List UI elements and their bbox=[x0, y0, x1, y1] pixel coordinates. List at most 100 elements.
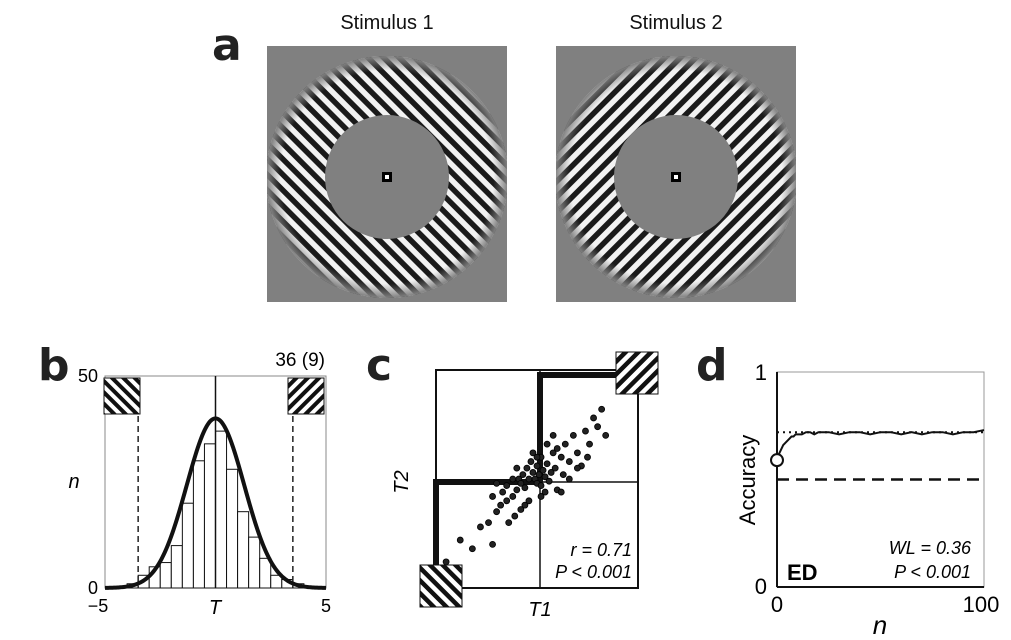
histogram-bar bbox=[159, 562, 172, 589]
scatter-point bbox=[513, 464, 521, 472]
panel-d-ytick-0: 0 bbox=[755, 574, 767, 599]
panel-d-ytick-1: 1 bbox=[755, 360, 767, 385]
panel-b-annotation: 36 (9) bbox=[275, 350, 325, 371]
scatter-point bbox=[525, 497, 533, 505]
panel-d-start-point bbox=[770, 453, 784, 468]
panel-d-xtick-0: 0 bbox=[771, 592, 783, 617]
scatter-point bbox=[509, 493, 517, 500]
panel-label-c: c bbox=[366, 340, 393, 391]
panel-label-a: a bbox=[212, 20, 242, 71]
scatter-point bbox=[503, 497, 511, 505]
scatter-point bbox=[543, 460, 551, 468]
scatter-point bbox=[456, 536, 464, 544]
histogram-bar bbox=[170, 545, 183, 589]
panel-c-ylabel: T2 bbox=[391, 470, 413, 493]
histogram-bar bbox=[237, 511, 250, 589]
scatter-point bbox=[511, 512, 519, 520]
panel-c-annotation-r: r = 0.71 bbox=[570, 540, 632, 560]
scatter-point bbox=[541, 473, 549, 481]
panel-c-chart: r = 0.71 P < 0.001 T1 T2 bbox=[391, 351, 659, 621]
scatter-point bbox=[539, 466, 547, 474]
panel-c-top-right-grating-icon bbox=[615, 351, 659, 395]
scatter-point bbox=[594, 423, 602, 431]
scatter-point bbox=[513, 486, 521, 494]
scatter-point bbox=[565, 475, 573, 483]
histogram-bar bbox=[248, 536, 261, 589]
scatter-point bbox=[497, 501, 505, 509]
scatter-point bbox=[569, 432, 577, 439]
scatter-point bbox=[442, 558, 450, 566]
scatter-point bbox=[519, 471, 527, 479]
scatter-point bbox=[602, 432, 610, 439]
panel-d-ylabel: Accuracy bbox=[735, 435, 760, 525]
histogram-bar bbox=[215, 430, 228, 589]
scatter-point bbox=[553, 445, 561, 452]
histogram-bar bbox=[226, 468, 239, 589]
scatter-point bbox=[521, 484, 529, 492]
scatter-point bbox=[485, 519, 492, 527]
histogram-bar bbox=[203, 443, 216, 589]
panel-d-accuracy-curve bbox=[776, 429, 985, 461]
scatter-point bbox=[549, 449, 557, 457]
panel-d-subject-label: ED bbox=[787, 560, 818, 585]
scatter-point bbox=[503, 482, 511, 489]
scatter-point bbox=[517, 479, 525, 487]
histogram-bar bbox=[181, 502, 194, 589]
scatter-point bbox=[537, 482, 545, 489]
panel-c-thick-border bbox=[433, 372, 638, 588]
scatter-point bbox=[535, 471, 543, 479]
scatter-point bbox=[477, 523, 484, 531]
scatter-point bbox=[533, 453, 541, 461]
scatter-point bbox=[533, 462, 541, 470]
scatter-point bbox=[557, 453, 565, 461]
panel-c-annotation-p: P < 0.001 bbox=[555, 562, 632, 582]
panel-b-ylabel: n bbox=[68, 471, 79, 493]
stimulus-1-image bbox=[267, 46, 507, 302]
scatter-point bbox=[521, 501, 529, 509]
stimulus-2-title: Stimulus 2 bbox=[629, 12, 723, 34]
panel-d-xlabel: n bbox=[873, 610, 887, 635]
panel-label-d: d bbox=[696, 340, 728, 391]
scatter-point bbox=[573, 449, 581, 457]
scatter-point bbox=[537, 493, 545, 500]
scatter-point bbox=[523, 464, 531, 472]
panel-b-chart: 36 (9) 50 0 −5 5 T n bbox=[68, 350, 331, 619]
stimulus-2-image bbox=[556, 46, 796, 302]
histogram-bar bbox=[192, 460, 205, 589]
panel-b-xtick-5: 5 bbox=[321, 596, 331, 616]
scatter-point bbox=[573, 464, 581, 472]
scatter-point bbox=[586, 440, 593, 448]
scatter-point bbox=[561, 440, 569, 448]
scatter-point bbox=[565, 458, 573, 465]
panel-d-annotation-wl: WL = 0.36 bbox=[889, 538, 972, 558]
panel-label-b: b bbox=[38, 340, 70, 391]
scatter-point bbox=[549, 432, 557, 439]
scatter-point bbox=[543, 440, 551, 448]
scatter-point bbox=[525, 475, 533, 483]
scatter-point bbox=[541, 488, 549, 496]
scatter-point bbox=[582, 427, 589, 435]
scatter-point bbox=[529, 449, 537, 457]
panel-b-left-grating-icon bbox=[103, 377, 141, 415]
scatter-point bbox=[529, 469, 537, 476]
scatter-point bbox=[493, 508, 500, 516]
panel-d-xtick-100: 100 bbox=[963, 592, 1000, 617]
panel-b-ytick-0: 0 bbox=[88, 578, 98, 598]
panel-d-chart: 1 0 0 100 n Accuracy ED WL = 0.36 P < 0.… bbox=[735, 360, 1000, 635]
histogram-bar bbox=[259, 557, 272, 589]
scatter-point bbox=[547, 469, 555, 476]
scatter-point bbox=[499, 488, 507, 496]
scatter-point bbox=[584, 453, 591, 461]
panel-b-xlabel: T bbox=[209, 597, 223, 619]
panel-b-right-grating-icon bbox=[287, 377, 325, 415]
scatter-point bbox=[509, 475, 517, 483]
scatter-point bbox=[489, 493, 496, 500]
scatter-point bbox=[527, 458, 535, 465]
panel-b-ytick-50: 50 bbox=[78, 366, 98, 386]
scatter-point bbox=[489, 540, 496, 548]
panel-c-bottom-left-grating-icon bbox=[419, 564, 463, 608]
scatter-point bbox=[559, 471, 567, 479]
scatter-point bbox=[557, 488, 565, 496]
scatter-point bbox=[468, 545, 476, 553]
panel-d-annotation-p: P < 0.001 bbox=[894, 562, 971, 582]
